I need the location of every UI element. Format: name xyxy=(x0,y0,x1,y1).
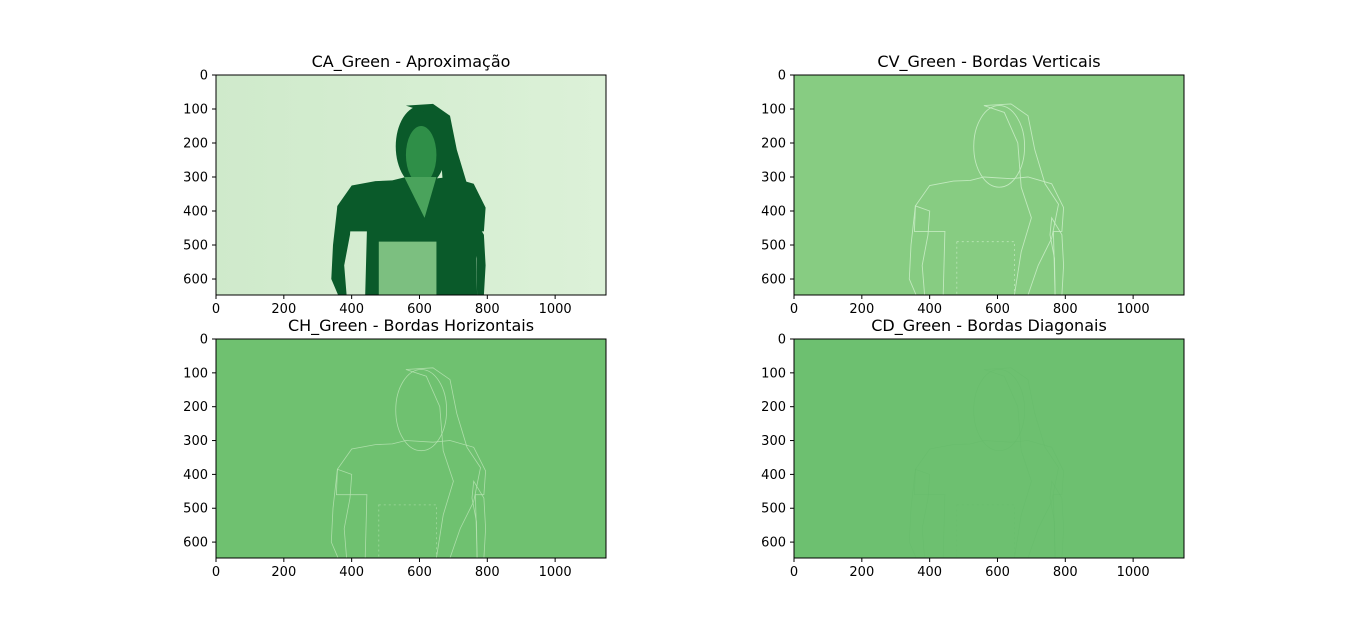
x-tick-label: 600 xyxy=(407,302,432,317)
y-tick-label: 200 xyxy=(183,137,208,152)
subplot-vertical-edges: CV_Green - Bordas Verticais 0 200 400 600 800… xyxy=(761,52,1185,317)
portrait-left-arm xyxy=(908,205,931,295)
x-tick-label: 0 xyxy=(790,302,798,317)
x-tick-label: 1000 xyxy=(1117,302,1150,317)
shirt-texture xyxy=(378,504,437,558)
y-tick-label: 500 xyxy=(761,239,786,254)
x-tick-label: 1000 xyxy=(539,302,572,317)
y-tick-label: 600 xyxy=(183,273,208,288)
axes-frame xyxy=(215,74,607,296)
x-tick-label: 800 xyxy=(1053,565,1078,580)
image-diagonal-edges xyxy=(794,339,1184,558)
y-tick-label: 200 xyxy=(761,400,786,415)
portrait-hair xyxy=(405,367,481,558)
x-tick-label: 200 xyxy=(271,302,296,317)
y-tick-label: 400 xyxy=(183,205,208,220)
x-tick-label: 800 xyxy=(475,302,500,317)
y-tick-label: 0 xyxy=(778,69,786,84)
image-content xyxy=(908,103,1065,295)
x-tick-label: 400 xyxy=(917,302,942,317)
subplot-title: CH_Green - Bordas Horizontais xyxy=(288,316,534,336)
y-tick-label: 300 xyxy=(183,171,208,186)
image-vertical-edges xyxy=(794,75,1184,295)
y-tick-label: 0 xyxy=(778,333,786,348)
portrait-head xyxy=(973,369,1025,452)
subplot-horizontal-edges: CH_Green - Bordas Horizontais 0 200 400 600 8… xyxy=(183,316,607,580)
shirt-texture xyxy=(956,241,1015,295)
y-tick-label: 100 xyxy=(761,103,786,118)
image-content xyxy=(908,367,1064,558)
x-tick-label: 200 xyxy=(271,565,296,580)
y-tick-label: 300 xyxy=(761,434,786,449)
y-tick-label: 100 xyxy=(183,366,208,381)
y-tick-label: 500 xyxy=(183,239,208,254)
x-tick-label: 0 xyxy=(212,302,220,317)
x-tick-label: 1000 xyxy=(539,565,572,580)
x-tick-label: 600 xyxy=(985,565,1010,580)
x-tick-label: 400 xyxy=(339,565,364,580)
portrait-left-arm xyxy=(330,468,353,558)
y-tick-label: 600 xyxy=(183,536,208,551)
subplot-title: CD_Green - Bordas Diagonais xyxy=(871,316,1107,336)
x-tick-label: 1000 xyxy=(1117,565,1150,580)
portrait-face xyxy=(405,126,437,184)
axes-frame xyxy=(793,338,1185,559)
portrait-head xyxy=(395,369,448,452)
portrait-torso xyxy=(914,440,1064,558)
subplot-approximation: CA_Green - Aproximação 0 200 400 600 800 1000 0… xyxy=(183,52,607,317)
axes-frame xyxy=(793,74,1185,296)
y-tick-label: 100 xyxy=(183,103,208,118)
portrait-right-arm xyxy=(471,479,487,558)
y-tick-label: 300 xyxy=(183,434,208,449)
y-tick-label: 600 xyxy=(761,536,786,551)
y-tick-label: 400 xyxy=(761,468,786,483)
x-tick-label: 400 xyxy=(917,565,942,580)
portrait-hair xyxy=(983,103,1059,295)
image-horizontal-edges xyxy=(216,339,606,558)
subplot-title: CV_Green - Bordas Verticais xyxy=(877,52,1100,72)
y-tick-label: 0 xyxy=(200,333,208,348)
image-content xyxy=(330,367,487,558)
y-tick-label: 100 xyxy=(761,366,786,381)
shirt-print xyxy=(378,241,437,295)
portrait-torso xyxy=(336,177,486,295)
x-tick-label: 0 xyxy=(212,565,220,580)
x-tick-label: 600 xyxy=(407,565,432,580)
x-tick-label: 0 xyxy=(790,565,798,580)
y-tick-label: 500 xyxy=(761,502,786,517)
y-tick-label: 200 xyxy=(761,137,786,152)
subplot-diagonal-edges: CD_Green - Bordas Diagonais 0 200 400 600 800… xyxy=(761,316,1185,580)
y-tick-label: 400 xyxy=(761,205,786,220)
portrait-right-arm xyxy=(472,217,486,295)
shirt-texture xyxy=(956,504,1015,558)
portrait-head xyxy=(973,105,1026,188)
portrait-right-arm xyxy=(1049,480,1064,558)
y-tick-label: 600 xyxy=(761,273,786,288)
y-tick-label: 400 xyxy=(183,468,208,483)
x-tick-label: 200 xyxy=(849,565,874,580)
y-tick-label: 200 xyxy=(183,400,208,415)
y-tick-label: 500 xyxy=(183,502,208,517)
x-tick-label: 400 xyxy=(339,302,364,317)
portrait-left-arm xyxy=(908,468,931,558)
portrait-right-arm xyxy=(1049,216,1065,295)
x-tick-label: 600 xyxy=(985,302,1010,317)
x-tick-label: 200 xyxy=(849,302,874,317)
y-tick-label: 0 xyxy=(200,69,208,84)
x-tick-label: 800 xyxy=(1053,302,1078,317)
subplot-title: CA_Green - Aproximação xyxy=(312,52,511,72)
axes-frame xyxy=(215,338,607,559)
portrait-hair xyxy=(983,367,1059,558)
image-content xyxy=(331,103,486,295)
portrait-left-arm xyxy=(331,205,352,295)
y-tick-label: 300 xyxy=(761,171,786,186)
x-tick-label: 800 xyxy=(475,565,500,580)
portrait-neck xyxy=(404,177,437,218)
